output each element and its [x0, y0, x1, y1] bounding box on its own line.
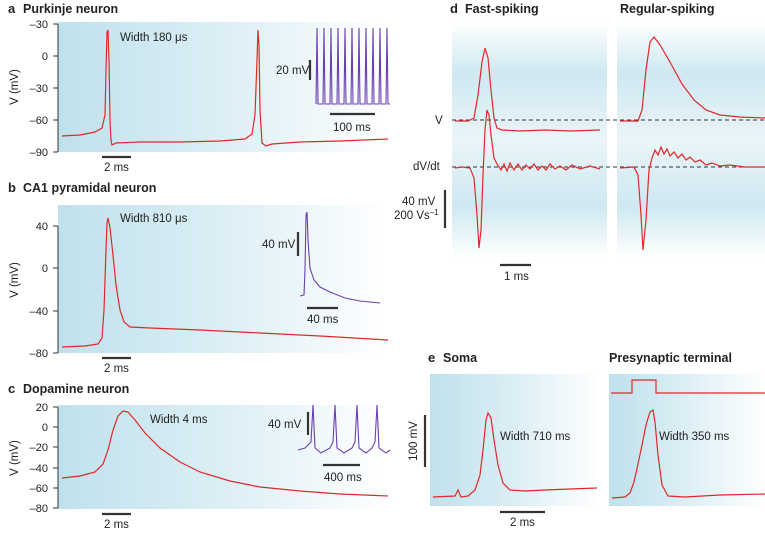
- panel-c-background: [58, 405, 388, 509]
- panel-e-title-left: Soma: [443, 351, 478, 365]
- panel-c-ytick-label: –80: [30, 503, 48, 515]
- panel-b-ytick-label: –80: [30, 348, 48, 360]
- panel-a-width-label: Width 180 μs: [120, 32, 188, 44]
- panel-e-right-background: [609, 374, 765, 506]
- panel-d-left-background: [452, 22, 607, 258]
- panel-d-fs-dvdt-trace: [454, 109, 601, 249]
- panel-a-inset-vlabel: 20 mV: [276, 65, 310, 77]
- panel-d-title-right: Regular-spiking: [620, 2, 714, 16]
- panel-a-yticks: –30 0 –30 –60 –90: [30, 19, 58, 159]
- panel-c-ytick-label: 0: [42, 422, 48, 434]
- panel-a: a Purkinje neuron V (mV) –30 0 –30 –60 –…: [8, 1, 390, 174]
- panel-d-dvdt-label: dV/dt: [413, 161, 441, 173]
- panel-a-letter: a: [8, 1, 16, 16]
- panel-e: e Soma Presynaptic terminal 100 mV Width…: [408, 350, 765, 529]
- panel-c-inset-vlabel: 40 mV: [268, 419, 302, 431]
- panel-e-width-left: Width 710 ms: [500, 431, 571, 443]
- panel-e-scale-v-label: 100 mV: [408, 421, 420, 461]
- panel-b-width-label: Width 810 μs: [120, 213, 188, 225]
- panel-a-inset-trace: [315, 27, 390, 105]
- panel-a-ytick-label: –30: [30, 19, 48, 31]
- panel-b-letter: b: [8, 180, 16, 195]
- panel-a-title: Purkinje neuron: [23, 2, 118, 16]
- panel-d-scale-dvdt-label: 200 Vs–1: [394, 208, 439, 222]
- panel-b-title: CA1 pyramidal neuron: [23, 181, 156, 195]
- panel-b-background: [58, 205, 388, 353]
- panel-e-time-label: 2 ms: [510, 517, 535, 529]
- panel-d-rs-v-trace: [620, 36, 765, 122]
- panel-a-inset-tlabel: 100 ms: [333, 122, 371, 134]
- panel-a-time-label: 2 ms: [104, 162, 129, 174]
- panel-c-letter: c: [8, 381, 15, 396]
- panel-b-ytick-label: –40: [30, 306, 48, 318]
- panel-a-ytick-label: –30: [30, 83, 48, 95]
- panel-c-ytick-label: –60: [30, 483, 48, 495]
- panel-c-yticks: 20 0 –20 –40 –60 –80: [30, 402, 58, 515]
- panel-c-trace: [61, 410, 389, 497]
- panel-b-inset-trace: [299, 211, 381, 304]
- panel-e-letter: e: [428, 350, 435, 365]
- panel-b-ylabel: V (mV): [9, 262, 21, 298]
- panel-b-trace: [61, 217, 389, 348]
- panel-d-fs-v-trace: [455, 47, 601, 132]
- panel-d-right-background: [617, 22, 765, 258]
- panel-c: c Dopamine neuron V (mV) 20 0 –20 –40 –6…: [8, 381, 391, 531]
- panel-e-width-right: Width 350 ms: [659, 431, 730, 443]
- panel-e-terminal-trace: [611, 408, 765, 499]
- panel-c-ytick-label: 20: [36, 402, 48, 414]
- panel-d-time-label: 1 ms: [504, 271, 529, 283]
- panel-b-yticks: 40 0 –40 –80: [30, 221, 58, 360]
- panel-c-time-label: 2 ms: [104, 519, 129, 531]
- panel-b-inset-vlabel: 40 mV: [262, 239, 296, 251]
- panel-b-ytick-label: 0: [42, 263, 48, 275]
- panel-c-inset-tlabel: 400 ms: [324, 472, 362, 484]
- panel-d-v-label: V: [435, 115, 443, 127]
- panel-e-title-right: Presynaptic terminal: [609, 351, 732, 365]
- panel-a-ytick-label: –90: [30, 147, 48, 159]
- panel-c-title: Dopamine neuron: [23, 382, 129, 396]
- panel-b: b CA1 pyramidal neuron V (mV) 40 0 –40 –…: [8, 180, 389, 375]
- panel-d: d Fast-spiking Regular-spiking V dV/dt 4…: [394, 1, 765, 283]
- panel-b-ytick-label: 40: [36, 221, 48, 233]
- panel-c-ytick-label: –40: [30, 463, 48, 475]
- panel-e-terminal-stimulus: [611, 379, 765, 394]
- panel-c-ylabel: V (mV): [9, 440, 21, 476]
- panel-d-title-left: Fast-spiking: [465, 2, 539, 16]
- panel-d-scale-v-label: 40 mV: [402, 196, 436, 208]
- panel-a-ytick-label: –60: [30, 115, 48, 127]
- panel-d-letter: d: [450, 1, 458, 16]
- panel-d-rs-dvdt-trace: [619, 145, 765, 251]
- panel-c-ytick-label: –20: [30, 442, 48, 454]
- panel-d-scale-dvdt-exponent: –1: [430, 208, 439, 217]
- panel-e-left-background: [430, 374, 600, 506]
- panel-b-inset-tlabel: 40 ms: [307, 314, 339, 326]
- panel-c-inset-trace: [297, 404, 391, 454]
- panel-c-width-label: Width 4 ms: [150, 414, 208, 426]
- panel-e-soma-trace: [432, 411, 598, 498]
- panel-a-background: [58, 22, 388, 152]
- panel-a-ylabel: V (mV): [9, 69, 21, 105]
- panel-a-trace: [61, 29, 389, 147]
- panel-b-time-label: 2 ms: [104, 363, 129, 375]
- panel-a-ytick-label: 0: [42, 51, 48, 63]
